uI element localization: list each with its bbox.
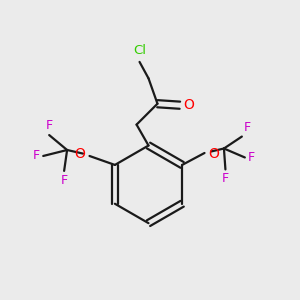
Text: O: O — [208, 148, 219, 161]
Text: O: O — [183, 98, 194, 112]
Text: F: F — [46, 119, 53, 132]
Text: F: F — [33, 149, 40, 163]
Text: F: F — [248, 151, 255, 164]
Text: O: O — [74, 148, 85, 161]
Text: F: F — [243, 121, 250, 134]
Text: F: F — [222, 172, 229, 185]
Text: F: F — [61, 174, 68, 187]
Text: Cl: Cl — [133, 44, 146, 57]
